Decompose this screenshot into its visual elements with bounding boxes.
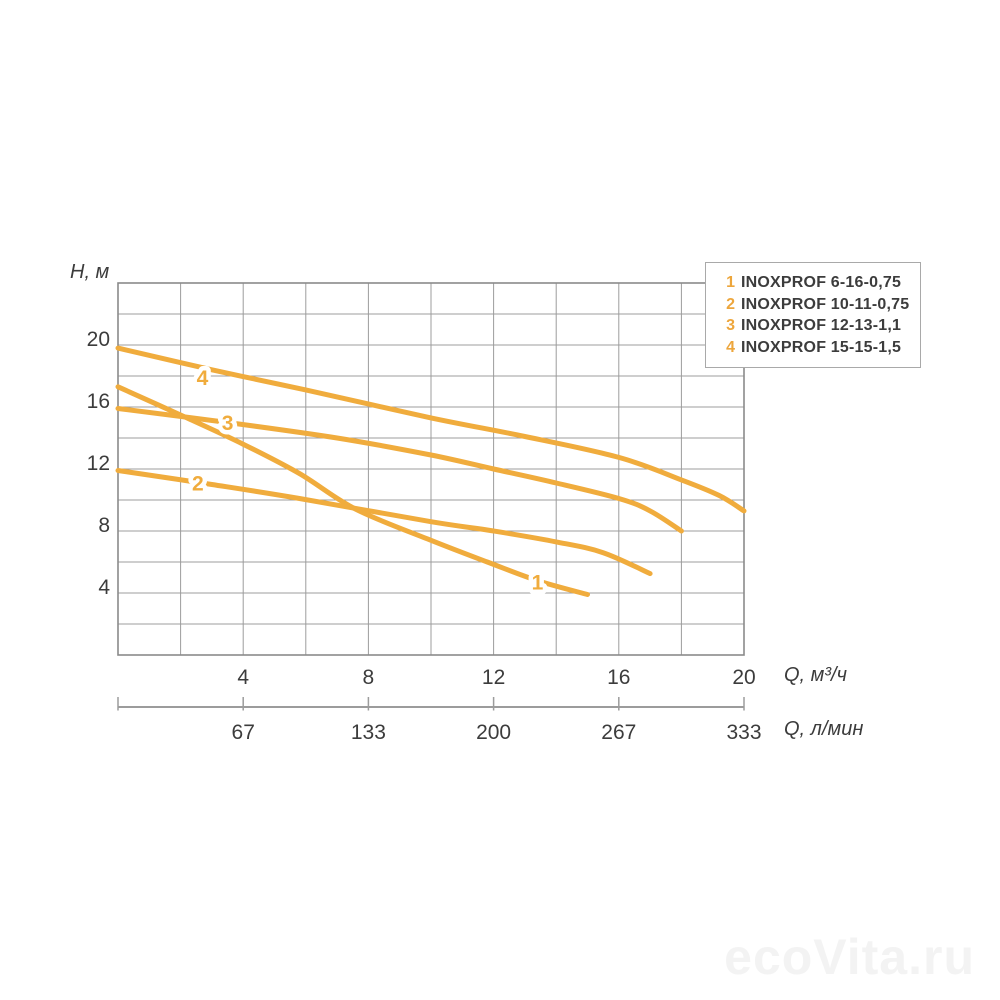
x-secondary-tick-label: 133: [351, 721, 386, 744]
legend-item-label: INOXPROF 6-16-0,75: [741, 274, 902, 291]
legend-item-number: 1: [726, 274, 735, 291]
x-secondary-tick-label: 200: [476, 721, 511, 744]
watermark: ecoVita.ru: [724, 929, 975, 985]
legend-item-label: INOXPROF 10-11-0,75: [741, 295, 910, 313]
legend-item-label: INOXPROF 15-15-1,5: [741, 338, 902, 356]
x-tick-label: 16: [607, 666, 630, 689]
legend-box: 1 INOXPROF 6-16-0,75 2 INOXPROF 10-11-0,75 3…: [705, 262, 921, 368]
x-axis-primary-unit-label: Q, м³/ч: [784, 664, 847, 686]
curve-label-1: 1: [532, 572, 544, 595]
x-secondary-tick-label: 67: [232, 721, 255, 744]
x-tick-label: 20: [732, 666, 755, 689]
secondary-axis: [117, 697, 745, 711]
curve-label-4: 4: [197, 367, 209, 390]
y-tick-label: 8: [98, 514, 110, 537]
y-tick-label: 12: [87, 452, 110, 475]
y-axis-label: H, м: [70, 261, 110, 283]
y-tick-label: 16: [87, 390, 110, 413]
x-tick-label: 12: [482, 666, 505, 689]
curve-3: [115, 406, 684, 534]
x-secondary-tick-label: 267: [601, 721, 636, 744]
legend-item-label: INOXPROF 12-13-1,1: [741, 317, 902, 335]
x-axis-secondary-unit-label: Q, л/мин: [784, 718, 864, 740]
y-tick-label: 20: [87, 328, 110, 351]
legend-item: 1 INOXPROF 6-16-0,75: [723, 272, 920, 294]
x-secondary-tick-label: 333: [726, 721, 761, 744]
x-tick-label: 8: [363, 666, 375, 689]
legend-item: 2 INOXPROF 10-11-0,75: [723, 294, 920, 316]
legend-item: 4 INOXPROF 15-15-1,5: [723, 337, 920, 359]
legend-item-number: 2: [726, 295, 735, 313]
curve-label-2: 2: [192, 472, 204, 495]
curve-4: [115, 345, 747, 514]
legend-item-number: 4: [726, 338, 735, 356]
x-tick-label: 4: [237, 666, 249, 689]
y-tick-label: 4: [98, 576, 110, 599]
curves: [115, 345, 747, 597]
curve-2: [115, 468, 653, 577]
curve-label-3: 3: [222, 412, 234, 435]
legend-item: 3 INOXPROF 12-13-1,1: [723, 315, 920, 337]
curve-labels: 1 2 34: [187, 363, 548, 600]
legend-item-number: 3: [726, 317, 735, 335]
